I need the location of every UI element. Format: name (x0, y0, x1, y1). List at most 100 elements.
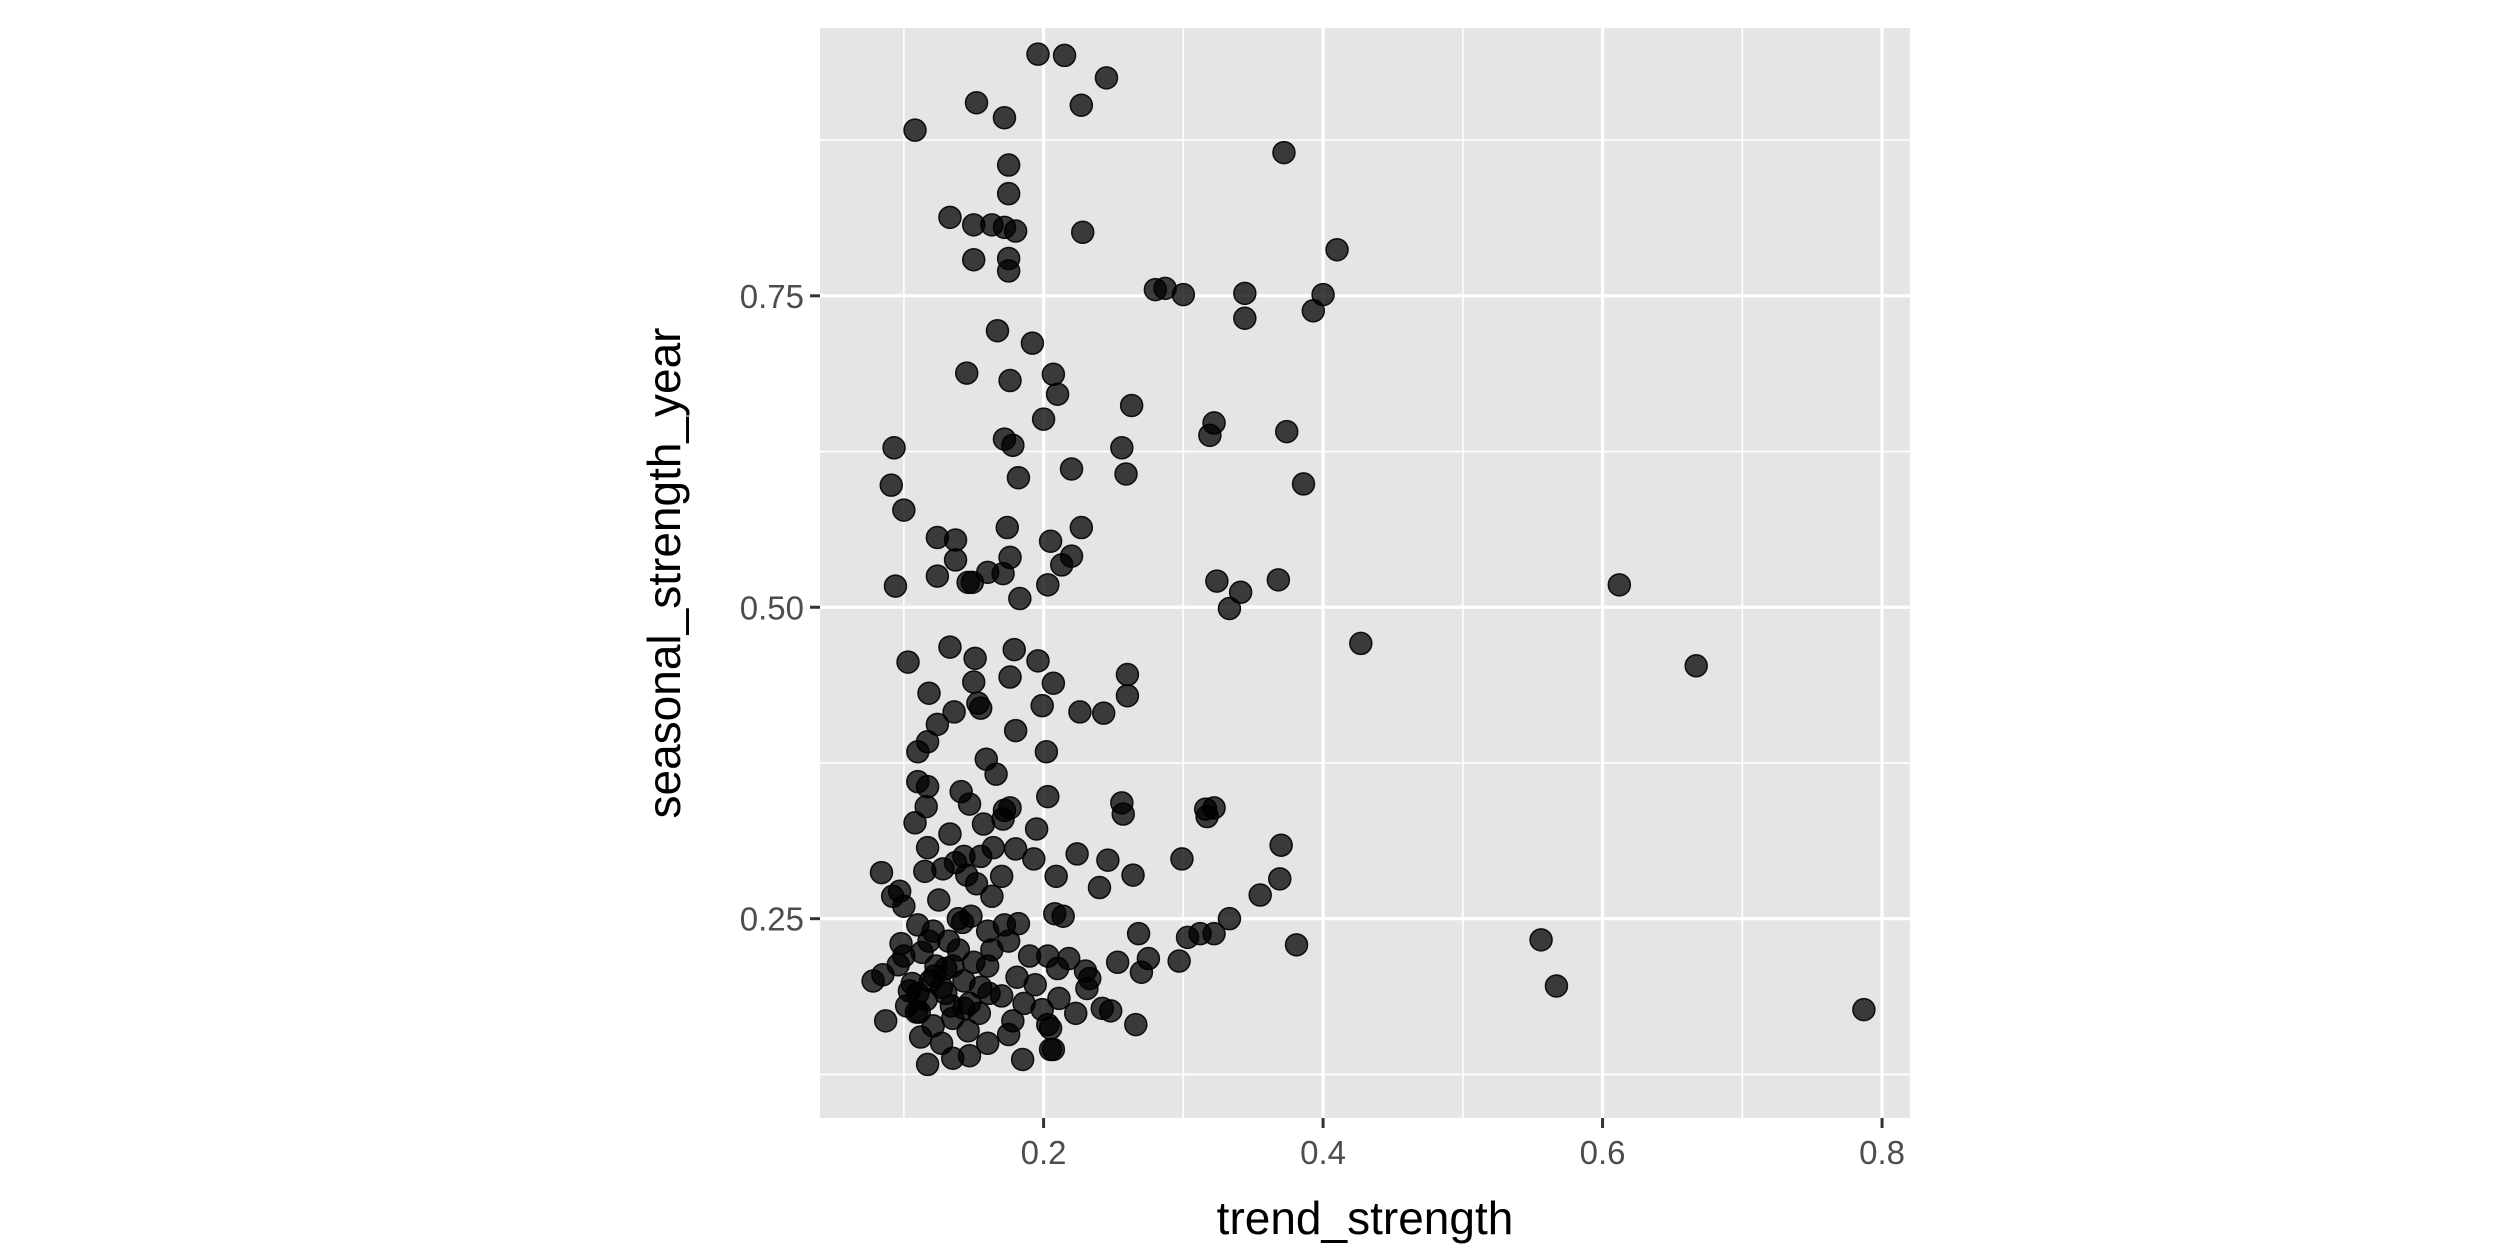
data-point (927, 888, 951, 912)
data-point (942, 700, 966, 724)
data-point (906, 740, 930, 764)
data-point (967, 1001, 992, 1026)
data-point (1001, 433, 1025, 458)
data-point (960, 570, 985, 595)
data-point (1170, 847, 1194, 871)
x-tick-label: 0.4 (1300, 1134, 1346, 1171)
y-tick-label: 0.75 (740, 278, 804, 315)
data-point (1003, 219, 1028, 243)
x-tick-label: 0.8 (1859, 1134, 1905, 1171)
data-point (1068, 700, 1092, 724)
data-point (1126, 921, 1151, 946)
data-point (963, 646, 987, 671)
data-point (1070, 220, 1095, 245)
data-point (1167, 949, 1191, 973)
data-point (989, 864, 1014, 889)
data-point (939, 994, 964, 1018)
data-point (917, 929, 941, 953)
data-point (977, 981, 1001, 1006)
data-point (883, 574, 908, 598)
data-point (1098, 999, 1123, 1023)
data-point (1075, 976, 1099, 1001)
data-point (956, 1019, 980, 1043)
data-point (1044, 864, 1068, 889)
data-point (996, 1022, 1021, 1047)
data-point (879, 473, 904, 497)
y-axis-ticks: 0.25 0.50 0.75 (740, 278, 820, 938)
data-point (1006, 465, 1031, 490)
data-point (1684, 654, 1708, 678)
data-point (1069, 93, 1094, 117)
y-tick-label: 0.50 (740, 589, 804, 626)
data-point (908, 1025, 933, 1049)
data-point (1069, 515, 1094, 540)
data-point (903, 811, 927, 835)
data-point (968, 844, 993, 869)
data-point (938, 822, 962, 846)
data-point (925, 564, 950, 588)
data-point (1124, 1012, 1148, 1037)
data-point (1301, 299, 1326, 323)
data-point (938, 205, 962, 230)
data-point (1002, 637, 1026, 662)
data-point (1041, 1037, 1066, 1062)
data-point (1272, 140, 1296, 165)
data-point (1026, 42, 1050, 66)
data-point (1233, 281, 1257, 306)
data-point (961, 670, 986, 694)
data-point (1205, 569, 1229, 593)
data-point (1607, 573, 1632, 597)
data-point (1171, 282, 1196, 307)
data-point (985, 318, 1010, 343)
data-point (1038, 1016, 1063, 1041)
data-point (1325, 237, 1349, 262)
y-tick-label: 0.25 (740, 901, 804, 938)
data-point (1087, 875, 1112, 900)
data-point (980, 938, 1004, 962)
data-point (995, 515, 1020, 540)
data-point (1175, 925, 1200, 950)
data-point (1129, 960, 1154, 985)
data-point (896, 650, 920, 674)
data-point (1268, 867, 1292, 891)
data-point (1544, 974, 1569, 998)
x-tick-label: 0.6 (1580, 1134, 1626, 1171)
data-point (1045, 382, 1070, 406)
data-point (1198, 423, 1222, 448)
data-point (1022, 847, 1046, 871)
data-point (1091, 701, 1116, 725)
data-point (1119, 393, 1144, 418)
data-point (1111, 802, 1135, 826)
data-point (996, 259, 1021, 283)
data-point (946, 938, 971, 962)
data-point (869, 860, 894, 885)
data-point (1248, 883, 1272, 907)
data-point (1349, 631, 1373, 656)
x-axis-title: trend_strength (1217, 1192, 1514, 1244)
data-point (971, 812, 996, 836)
data-point (998, 368, 1022, 393)
data-point (964, 872, 989, 896)
data-point (1047, 986, 1071, 1011)
data-point (1096, 848, 1120, 872)
data-point (1023, 972, 1047, 997)
data-point (991, 561, 1015, 586)
data-point (1202, 921, 1226, 946)
data-point (950, 910, 975, 935)
data-points (861, 42, 1876, 1077)
data-point (1217, 906, 1242, 931)
data-point (996, 181, 1021, 206)
data-point (1529, 928, 1553, 952)
x-tick-label: 0.2 (1021, 1134, 1067, 1171)
data-point (1059, 457, 1084, 481)
data-point (1121, 863, 1145, 887)
data-point (1115, 683, 1140, 708)
data-point (980, 884, 1004, 909)
data-point (938, 635, 962, 659)
data-point (964, 90, 989, 115)
data-point (907, 1000, 931, 1024)
data-point (914, 794, 938, 819)
data-point (1114, 462, 1138, 486)
data-point (998, 665, 1022, 689)
